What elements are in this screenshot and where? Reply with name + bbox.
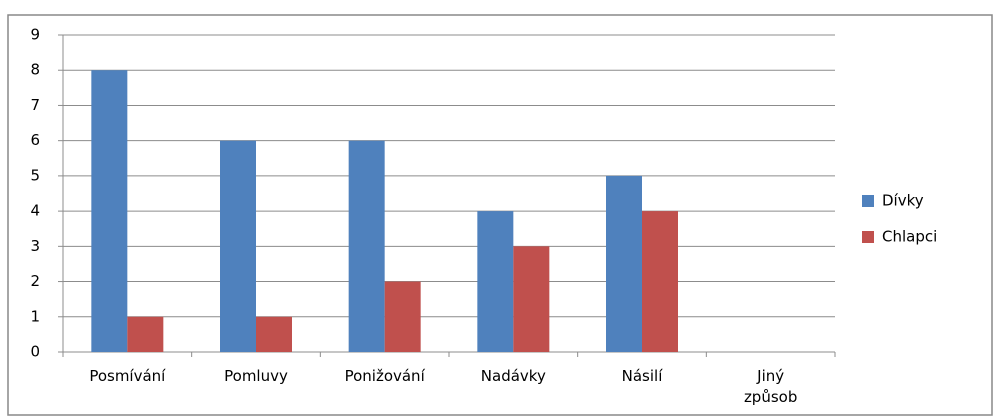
y-tick-label: 8 [30, 61, 40, 79]
bar [513, 246, 550, 352]
x-tick-label-box: Posmívání [63, 366, 191, 387]
x-tick-label: Nadávky [480, 367, 546, 385]
y-tick-label: 5 [30, 166, 40, 184]
bar [91, 70, 128, 352]
x-tick-label: Pomluvy [224, 367, 288, 385]
x-tick-label: Násilí [621, 367, 663, 385]
y-tick-label: 3 [30, 237, 40, 255]
x-tick-label: Posmívání [89, 367, 166, 385]
y-tick-label: 9 [30, 26, 40, 44]
chart-frame [7, 14, 993, 416]
x-tick-label-box: Pomluvy [192, 366, 320, 387]
y-tick-label: 2 [30, 272, 40, 290]
bar [256, 316, 292, 352]
bar [127, 316, 164, 352]
legend-swatch [862, 231, 874, 243]
bar [348, 140, 385, 352]
y-tick-label: 6 [30, 131, 40, 149]
bar [384, 281, 421, 352]
x-tick-label-box: Nadávky [449, 366, 577, 387]
x-tick-label-box: Ponižování [321, 366, 449, 387]
y-tick-label: 1 [30, 307, 40, 325]
bar [642, 211, 678, 352]
y-tick-label: 4 [30, 202, 40, 220]
x-tick-label-box: Násilí [578, 366, 706, 387]
x-tick-label-box: Jiný způsob [707, 366, 835, 408]
bar [606, 175, 642, 352]
bar [477, 211, 514, 352]
y-tick-label: 7 [30, 96, 40, 114]
bar [220, 140, 256, 352]
legend-label: Dívky [882, 192, 924, 210]
legend-swatch [862, 195, 874, 207]
y-tick-label: 0 [30, 343, 40, 361]
x-tick-label: Ponižování [344, 367, 425, 385]
legend-label: Chlapci [882, 228, 937, 246]
x-tick-label: Jiný způsob [743, 367, 798, 406]
